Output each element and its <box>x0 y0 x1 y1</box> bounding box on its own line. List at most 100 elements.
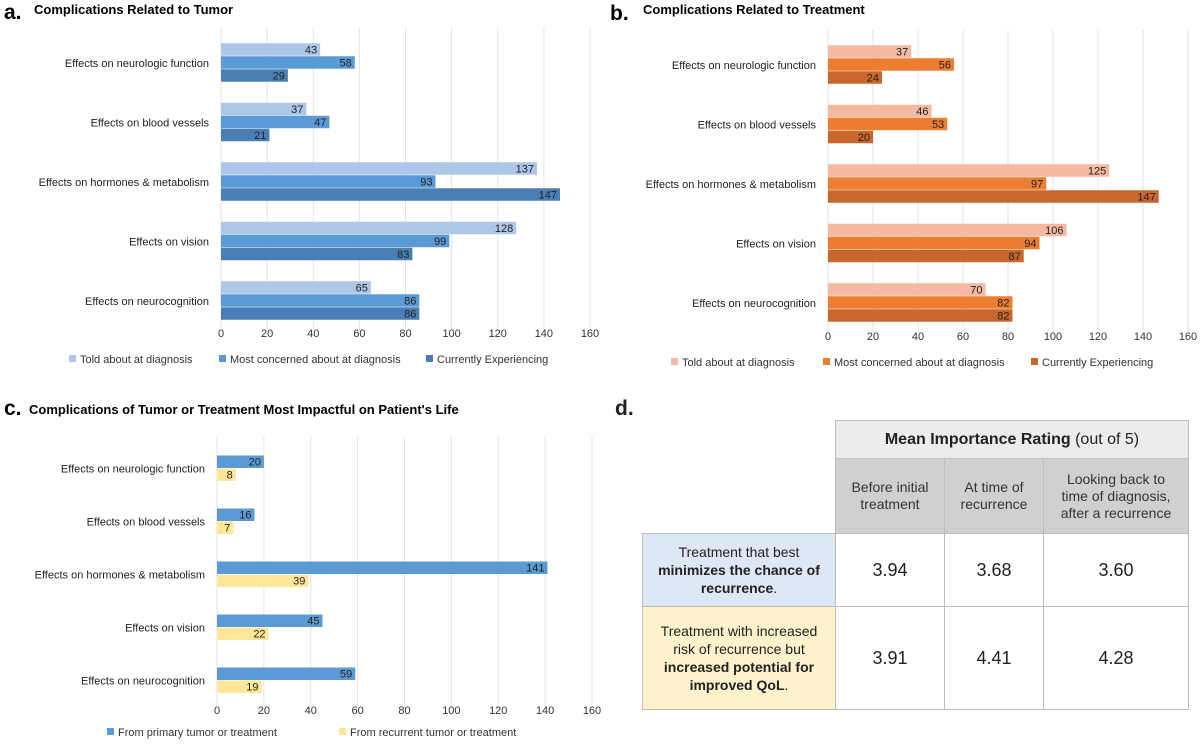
bar <box>221 115 330 129</box>
bar <box>828 45 912 58</box>
bar <box>221 175 436 188</box>
data-label: 137 <box>516 163 534 175</box>
x-tick-label: 60 <box>353 328 365 340</box>
category-label: Effects on neurocognition <box>85 296 209 308</box>
bar <box>221 294 420 307</box>
bar <box>217 468 236 481</box>
bar <box>217 455 264 468</box>
data-label: 43 <box>305 44 317 56</box>
x-tick-label: 140 <box>1134 331 1152 343</box>
data-label: 22 <box>253 629 265 641</box>
importance-table-panel: d. Mean Importance Rating (out of 5) Bef… <box>615 395 1195 740</box>
x-tick-label: 140 <box>535 328 553 340</box>
legend-label: Most concerned about at diagnosis <box>230 354 401 366</box>
bar <box>828 309 1013 322</box>
data-label: 58 <box>340 57 352 69</box>
x-tick-label: 160 <box>581 328 599 340</box>
x-tick-label: 160 <box>583 705 601 717</box>
x-tick-label: 80 <box>399 328 411 340</box>
data-label: 99 <box>434 236 446 248</box>
category-label: Effects on neurocognition <box>81 676 205 688</box>
data-label: 46 <box>916 106 928 118</box>
legend-label: Currently Experiencing <box>437 354 548 366</box>
bar <box>217 521 234 534</box>
data-label: 8 <box>227 470 233 482</box>
legend-swatch <box>219 355 226 362</box>
data-label: 45 <box>307 616 319 628</box>
x-tick-label: 40 <box>307 328 319 340</box>
x-tick-label: 20 <box>867 331 879 343</box>
bar <box>828 71 882 84</box>
x-tick-label: 40 <box>305 705 317 717</box>
table-title-rest: (out of 5) <box>1070 430 1140 448</box>
data-label: 59 <box>340 669 352 681</box>
data-label: 29 <box>273 70 285 82</box>
x-tick-label: 160 <box>1179 331 1197 343</box>
x-tick-label: 120 <box>1089 331 1107 343</box>
bar <box>221 69 288 82</box>
data-label: 147 <box>1137 191 1155 203</box>
x-tick-label: 0 <box>218 328 224 340</box>
legend-label: Told about at diagnosis <box>80 354 193 366</box>
data-label: 19 <box>246 682 258 694</box>
bar <box>217 561 548 574</box>
bar <box>221 247 413 261</box>
table-row: Treatment that best minimizes the chance… <box>642 533 1189 607</box>
panel-label: b. <box>610 2 629 25</box>
legend-swatch <box>69 355 76 362</box>
data-label: 37 <box>291 104 303 116</box>
bar <box>828 223 1067 237</box>
category-label: Effects on blood vessels <box>91 117 210 129</box>
x-tick-label: 140 <box>536 705 554 717</box>
bar <box>217 508 255 521</box>
x-tick-label: 20 <box>261 328 273 340</box>
data-label: 82 <box>997 310 1009 322</box>
legend-swatch <box>823 358 830 365</box>
x-tick-label: 100 <box>442 328 460 340</box>
bar <box>828 104 932 118</box>
data-label: 93 <box>420 176 432 188</box>
bar <box>221 43 321 56</box>
x-tick-label: 40 <box>912 331 924 343</box>
data-label: 147 <box>539 189 557 201</box>
legend-swatch <box>426 355 433 362</box>
data-label: 20 <box>858 132 870 144</box>
legend-swatch <box>1031 358 1038 365</box>
table-cell: 3.60 <box>1043 533 1189 607</box>
x-tick-label: 120 <box>489 328 507 340</box>
bar <box>221 102 307 116</box>
category-label: Effects on hormones & metabolism <box>35 570 205 582</box>
panel-label-d: d. <box>615 397 634 420</box>
chart-title: Complications Related to Tumor <box>34 2 233 17</box>
legend-swatch <box>671 358 678 365</box>
bar <box>828 58 954 71</box>
bar <box>828 236 1040 250</box>
table-title: Mean Importance Rating (out of 5) <box>835 420 1189 459</box>
bar <box>828 296 1013 309</box>
bar <box>828 190 1159 203</box>
data-label: 65 <box>356 282 368 294</box>
legend-label: Currently Experiencing <box>1042 357 1153 369</box>
panel-label: a. <box>4 1 22 24</box>
chart-panel-b: b. Complications Related to Treatment 0 20 4… <box>610 2 1197 369</box>
bar <box>828 130 873 144</box>
data-label: 125 <box>1088 165 1106 177</box>
category-label: Effects on vision <box>129 236 209 248</box>
x-tick-label: 80 <box>1002 331 1014 343</box>
data-label: 87 <box>1009 251 1021 263</box>
bar <box>217 574 309 587</box>
bar <box>221 188 561 201</box>
bar <box>828 164 1110 177</box>
table-cell: 3.68 <box>944 533 1044 607</box>
data-label: 106 <box>1045 225 1063 237</box>
row-header: Treatment with increased risk of recurre… <box>642 606 836 710</box>
bar <box>828 249 1024 263</box>
bar <box>217 627 269 640</box>
data-label: 16 <box>239 510 251 522</box>
category-label: Effects on vision <box>736 238 816 250</box>
table-cell: 4.28 <box>1043 606 1189 710</box>
category-label: Effects on neurologic function <box>65 58 209 70</box>
bar <box>221 281 371 294</box>
data-label: 24 <box>867 72 879 84</box>
table-title-bold: Mean Importance Rating <box>884 430 1071 448</box>
